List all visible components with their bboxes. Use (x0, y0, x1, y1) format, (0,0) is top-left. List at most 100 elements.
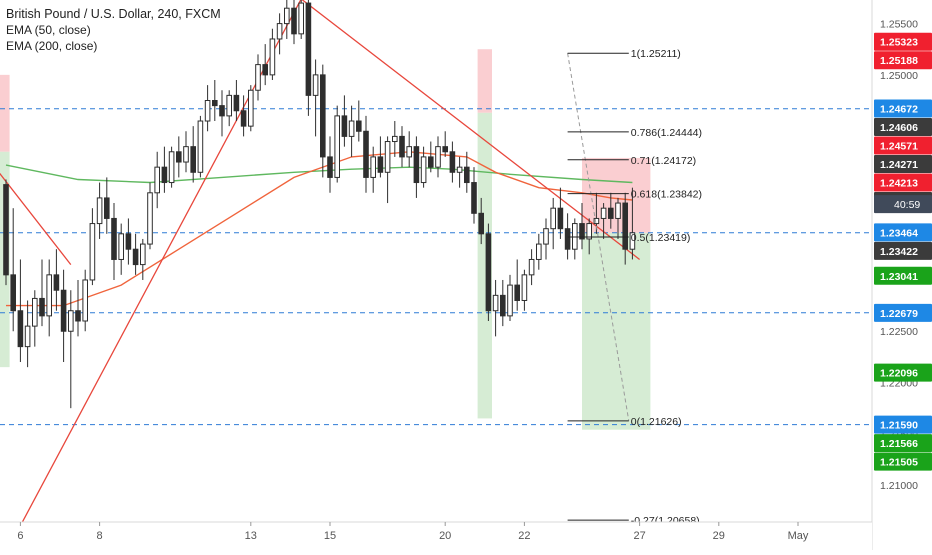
candle-body (615, 202, 621, 219)
horizontal-lines-layer (0, 108, 872, 426)
candle-body (514, 284, 521, 301)
candle-body (543, 228, 549, 245)
price-label-box (874, 99, 932, 118)
candle-body (284, 7, 290, 25)
time-tick-label: 22 (518, 530, 530, 542)
time-axis-bg (0, 522, 872, 550)
candle-body (536, 243, 542, 260)
trendline (0, 172, 72, 265)
red-zone (477, 49, 492, 113)
candle-body (435, 146, 441, 168)
price-label-text: 1.23464 (880, 227, 918, 239)
fib-level-label: 1(1.25211) (631, 48, 681, 60)
candle-body (442, 146, 448, 153)
candle-body (471, 182, 477, 214)
price-label-box (874, 136, 932, 155)
candle-body (147, 192, 153, 245)
price-label-box (874, 266, 932, 285)
price-label-box (874, 303, 932, 322)
candle-body (118, 233, 125, 260)
candle-body (384, 141, 391, 173)
time-tick-label: 15 (324, 530, 336, 542)
price-label-box (874, 363, 932, 382)
countdown-text: 40:59 (894, 199, 920, 211)
candle-body (212, 100, 218, 107)
candle-body (24, 325, 31, 348)
candle-body (500, 294, 506, 317)
candle-body (168, 151, 175, 184)
price-tick-label: 1.25500 (880, 19, 918, 31)
price-label-text: 1.24571 (880, 141, 918, 153)
fib-diagonal (567, 53, 630, 421)
candle-body (370, 156, 376, 178)
price-label-text: 1.21566 (880, 438, 918, 450)
candle-body (132, 248, 139, 266)
candle-body (312, 74, 319, 96)
candle-body (492, 294, 499, 312)
candle-body (341, 115, 348, 137)
candle-body (269, 38, 276, 76)
candle-body (39, 297, 45, 317)
price-label-text: 1.25188 (880, 55, 918, 67)
time-tick-label: 13 (245, 530, 257, 542)
candle-body (154, 166, 160, 194)
candle-body (579, 223, 585, 240)
price-label-box (874, 118, 932, 137)
candle-body (111, 217, 117, 260)
candle-body (32, 297, 38, 327)
candle-body (456, 166, 463, 173)
price-tick-label: 1.21000 (880, 480, 918, 492)
chart-legend: British Pound / U.S. Dollar, 240, FXCM E… (6, 6, 221, 54)
candle-body (392, 135, 398, 143)
price-label-box (874, 51, 932, 70)
candle-body (298, 2, 304, 35)
candle-body (572, 223, 578, 250)
price-tick-label: 1.25000 (880, 70, 918, 82)
candle-body (478, 212, 484, 235)
candle-body (75, 310, 81, 322)
candle-body (413, 146, 420, 184)
price-axis[interactable]: 1.255001.250001.245001.240001.235001.230… (871, 0, 932, 550)
fibonacci-layer: 1(1.25211) 0.786(1.24444) 0.71(1.24172) 0.6… (567, 48, 702, 527)
candle-body (629, 232, 636, 250)
candle-body (89, 223, 96, 281)
price-label-text: 1.22679 (880, 308, 918, 320)
candle-body (608, 207, 614, 219)
candle-body (10, 274, 16, 312)
price-label-box (874, 173, 932, 192)
candle-body (197, 120, 204, 173)
time-tick-label: 8 (97, 530, 103, 542)
candle-body (262, 64, 268, 76)
candle-body (399, 135, 405, 158)
candle-body (140, 243, 146, 266)
candle-body (226, 94, 232, 117)
trendline (301, 0, 640, 260)
candle-body (53, 274, 60, 291)
price-label-text: 1.21590 (880, 420, 918, 432)
candle-body (204, 100, 211, 122)
countdown-box (874, 195, 932, 214)
price-label-box (874, 434, 932, 453)
candle-body (96, 197, 103, 225)
red-zone (0, 74, 10, 152)
price-label-box (874, 223, 932, 242)
price-label-box (874, 452, 932, 471)
candle-body (60, 289, 67, 332)
candle-body (586, 223, 593, 240)
price-label-text: 1.23422 (880, 246, 918, 258)
candle-body (406, 146, 412, 158)
candle-body (219, 105, 225, 117)
fib-level-label: 0.786(1.24444) (631, 127, 702, 139)
candle-body (420, 156, 427, 184)
price-label-box (874, 415, 932, 434)
candle-body (104, 197, 110, 219)
price-label-box (874, 155, 932, 174)
price-label-text: 1.21505 (880, 457, 918, 469)
candle-body (550, 207, 557, 230)
price-label-text: 1.22096 (880, 368, 918, 380)
candle-body (334, 115, 340, 178)
time-axis[interactable]: 6 8 13 15 20 22 27 29 May (0, 521, 872, 550)
ema200-line (5, 164, 633, 184)
